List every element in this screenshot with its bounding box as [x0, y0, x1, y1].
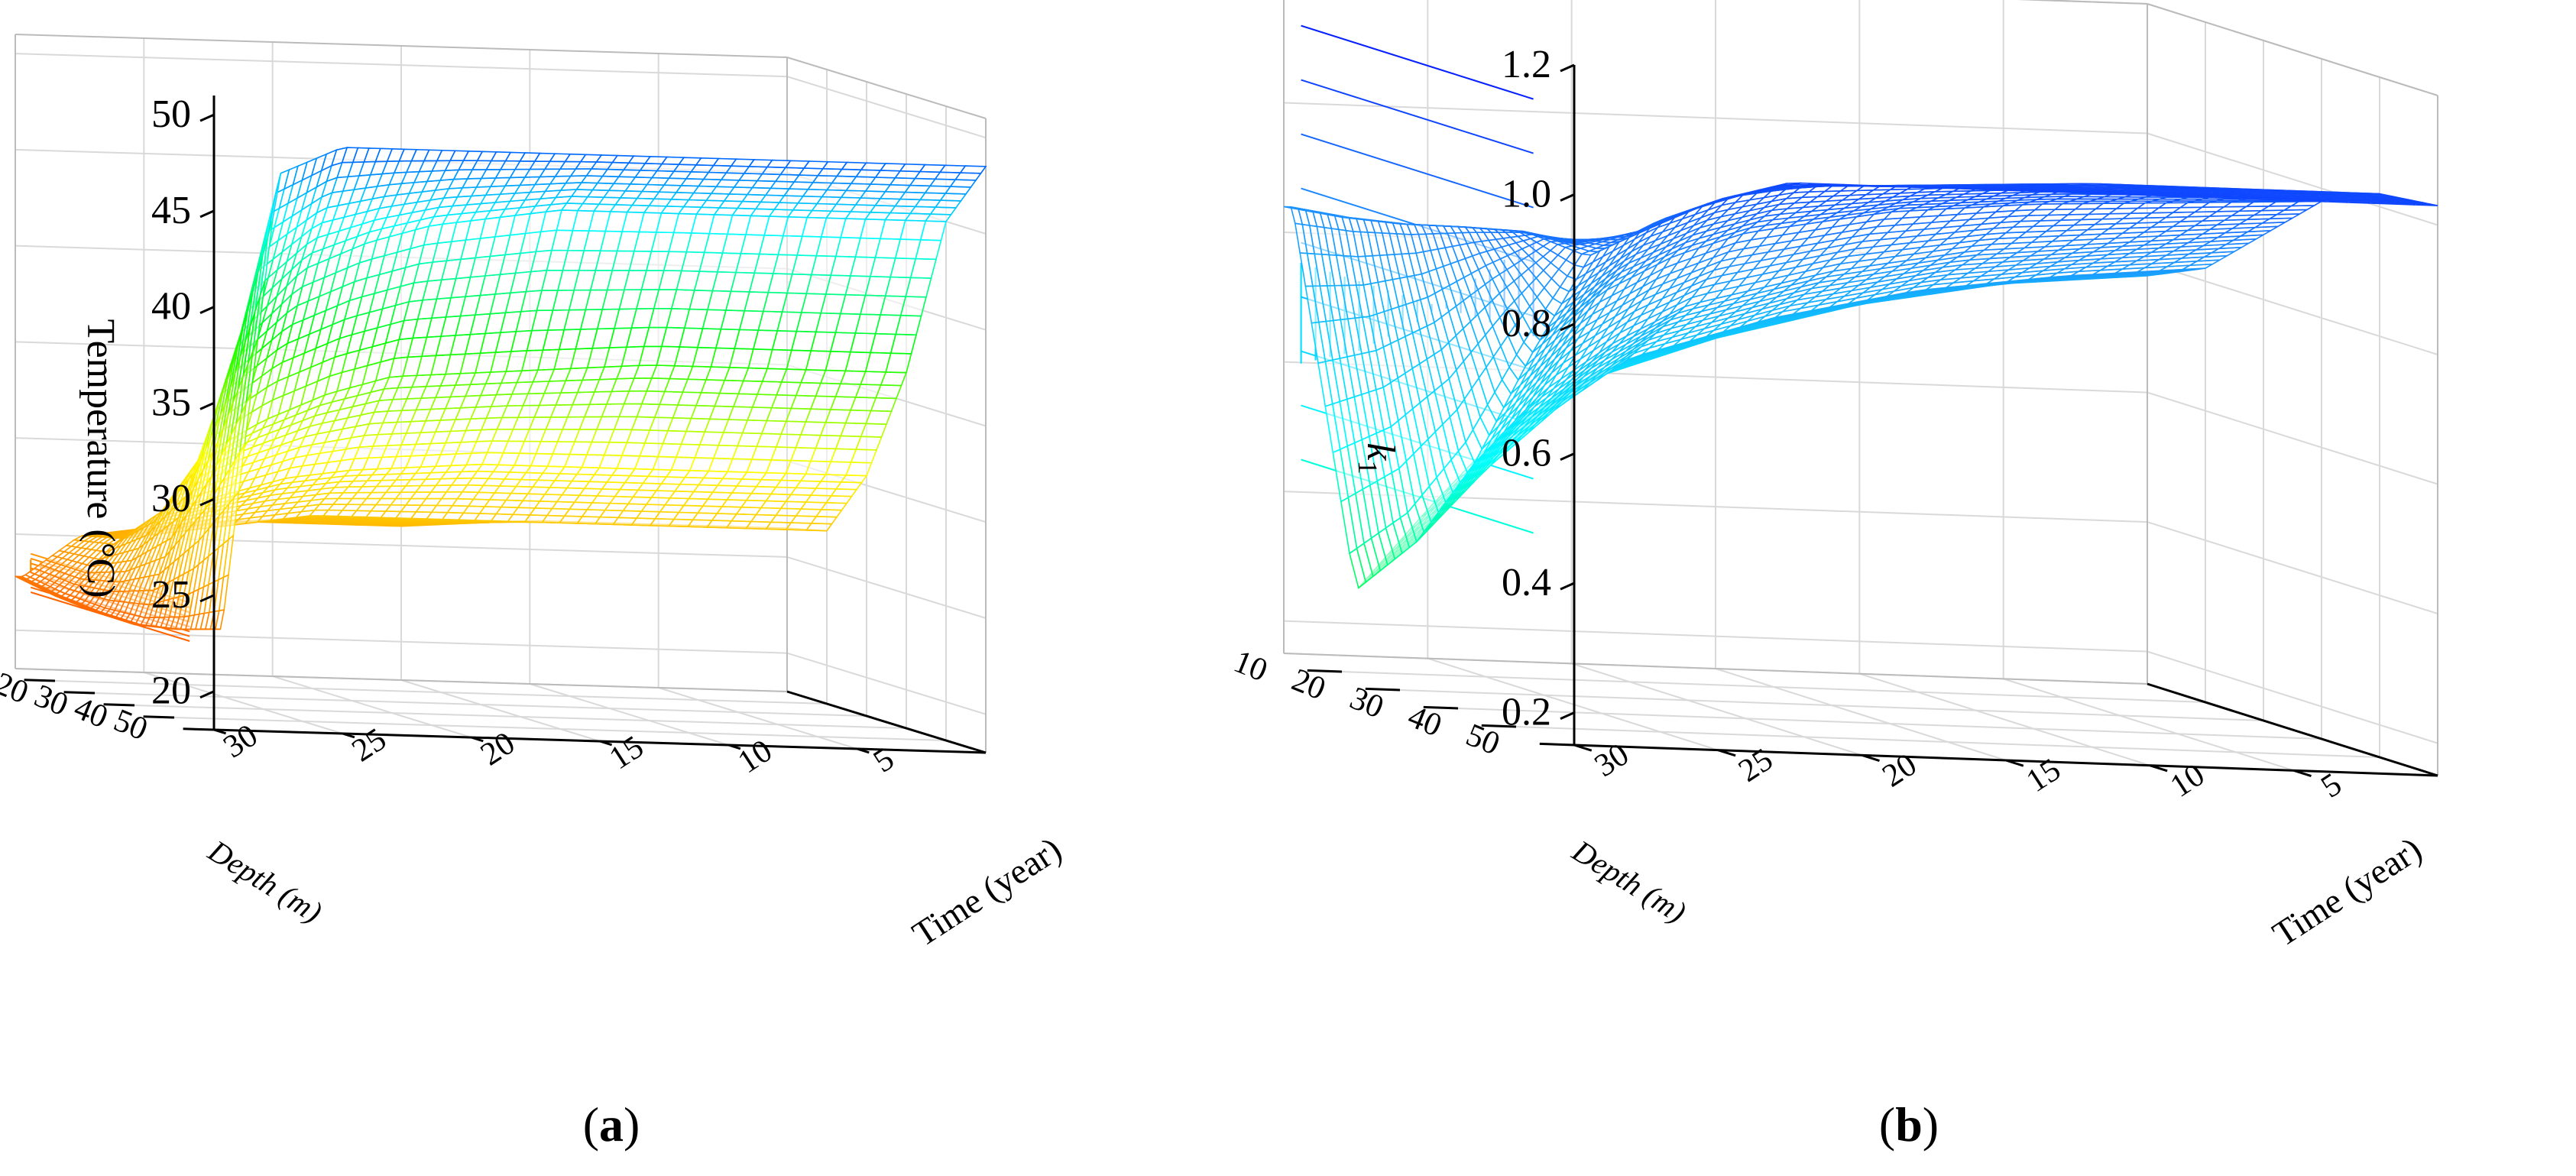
panel-a-temperature-surface: 20253035404550510152025301020304050Tempe…	[0, 34, 1068, 954]
surface-cell	[1370, 219, 1380, 222]
z-tick-label: 0.4	[1502, 561, 1551, 604]
surface-cell	[1494, 228, 1503, 231]
depth-tick-label: 20	[0, 666, 34, 711]
time-tick-label: 5	[867, 741, 900, 780]
z-tick-label: 30	[151, 477, 191, 520]
curtain-line	[1301, 79, 1534, 154]
time-axis-title: Time (year)	[906, 830, 1068, 955]
panel-b-label: (b)	[1879, 1097, 1939, 1152]
surface-cell	[1436, 225, 1445, 227]
surface-cell	[1349, 217, 1358, 220]
surface-cell	[1465, 226, 1474, 228]
time-tick-label: 15	[2020, 752, 2066, 800]
z-tick	[199, 209, 215, 219]
surface-mesh	[15, 146, 987, 630]
z-axis-title: Temperature (°C)	[79, 319, 122, 598]
z-tick-label: 0.8	[1502, 302, 1551, 345]
surface-cell	[1486, 228, 1496, 231]
time-tick-label: 10	[2164, 756, 2211, 805]
depth-tick-label: 30	[1345, 680, 1388, 726]
z-tick	[1560, 711, 1575, 720]
depth-tick-label: 50	[1461, 717, 1505, 763]
grid-line-time	[2002, 0, 2294, 772]
box-edge	[15, 34, 788, 58]
depth-tick	[183, 727, 215, 731]
depth-tick-label: 20	[1287, 662, 1330, 708]
depth-axis-line	[786, 690, 987, 754]
z-tick-label: 1.0	[1502, 173, 1551, 216]
depth-tick-label: 50	[109, 702, 152, 748]
depth-tick-label: 10	[1229, 643, 1272, 689]
depth-axis-title: Depth (m)	[1566, 833, 1692, 929]
z-tick-label: 0.6	[1502, 432, 1551, 475]
time-tick-label: 20	[475, 725, 521, 773]
box-edge	[15, 668, 788, 692]
surface-cell	[1428, 225, 1438, 227]
surface-cell	[1443, 225, 1453, 228]
depth-tick-label: 40	[1403, 698, 1447, 744]
depth-tick	[1539, 742, 1575, 747]
curtain-line	[1301, 24, 1534, 100]
grid-line-z	[1283, 620, 2438, 744]
z-tick	[199, 113, 215, 122]
surface-cell	[1399, 223, 1409, 225]
surface-mesh	[1283, 182, 2438, 589]
time-tick-label: 30	[1588, 737, 1635, 785]
surface-cell	[1501, 229, 1511, 232]
time-tick-label: 20	[1876, 747, 1923, 795]
surface-cell	[1385, 222, 1395, 224]
depth-tick-label: 40	[69, 690, 112, 736]
z-tick-label: 50	[151, 92, 191, 136]
time-tick-label: 25	[1732, 741, 1779, 789]
time-tick-label: 15	[603, 729, 650, 777]
z-tick	[199, 306, 215, 315]
surface-cell	[1457, 225, 1467, 228]
surface-cell	[1450, 225, 1460, 228]
box-edge	[2147, 3, 2438, 96]
z-tick-label: 1.2	[1502, 43, 1551, 86]
grid-line-time	[2147, 4, 2438, 776]
grid-line-depth	[1457, 59, 2322, 740]
panel-a-label: (a)	[583, 1097, 640, 1152]
grid-line-z	[1283, 491, 2438, 615]
surface-cell	[1392, 222, 1401, 225]
depth-tick-label: 30	[29, 678, 73, 724]
z-tick-label: 35	[151, 381, 191, 424]
curtain-line	[1301, 133, 1534, 209]
time-tick-label: 10	[731, 733, 778, 781]
time-tick-label: 30	[217, 718, 264, 766]
z-tick-label: 20	[151, 669, 191, 713]
z-tick-label: 25	[151, 573, 191, 617]
axes-box	[15, 34, 987, 753]
z-tick	[199, 402, 215, 410]
surface-cell	[1479, 228, 1489, 230]
surface-cell	[1341, 216, 1351, 219]
grid-line-z	[2017, 0, 2438, 96]
box-edge	[786, 57, 987, 119]
surface-cell	[1363, 219, 1372, 222]
z-tick-label: 45	[151, 189, 191, 232]
z-tick-label: 40	[151, 285, 191, 329]
time-tick-label: 25	[345, 721, 392, 769]
grid-line-time	[1715, 0, 2007, 761]
depth-axis-title: Depth (m)	[202, 833, 328, 929]
time-axis-title: Time (year)	[2266, 830, 2429, 955]
grid-line-depth	[1515, 77, 2380, 759]
